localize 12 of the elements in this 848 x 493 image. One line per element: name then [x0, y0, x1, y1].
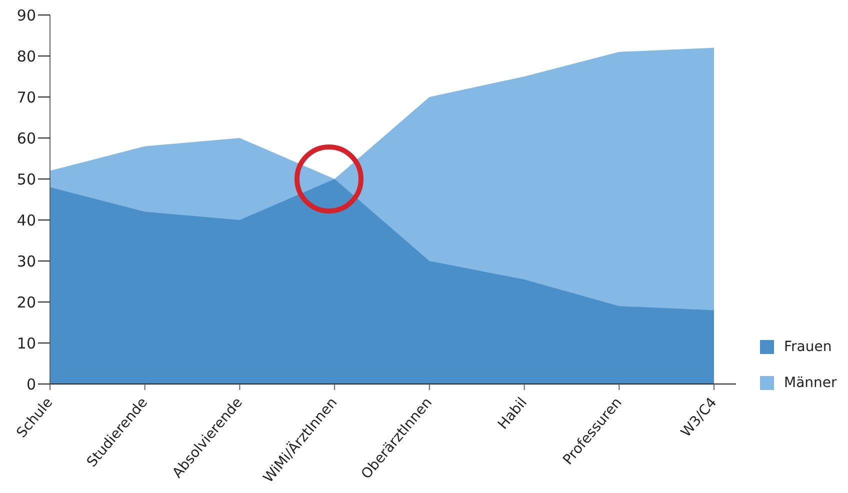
y-tick-label: 70 [16, 88, 36, 106]
y-tick-label: 10 [16, 334, 36, 352]
legend-label: Frauen [784, 339, 832, 355]
y-tick-label: 50 [16, 170, 36, 188]
y-tick-label: 40 [16, 211, 36, 230]
y-tick-label: 0 [26, 375, 36, 394]
y-tick-label: 80 [16, 47, 36, 66]
y-tick-label: 90 [16, 6, 36, 24]
y-tick-label: 60 [16, 129, 36, 148]
legend-label: Männer [784, 375, 837, 391]
y-tick-label: 30 [16, 252, 36, 270]
y-tick-label: 20 [16, 293, 36, 312]
